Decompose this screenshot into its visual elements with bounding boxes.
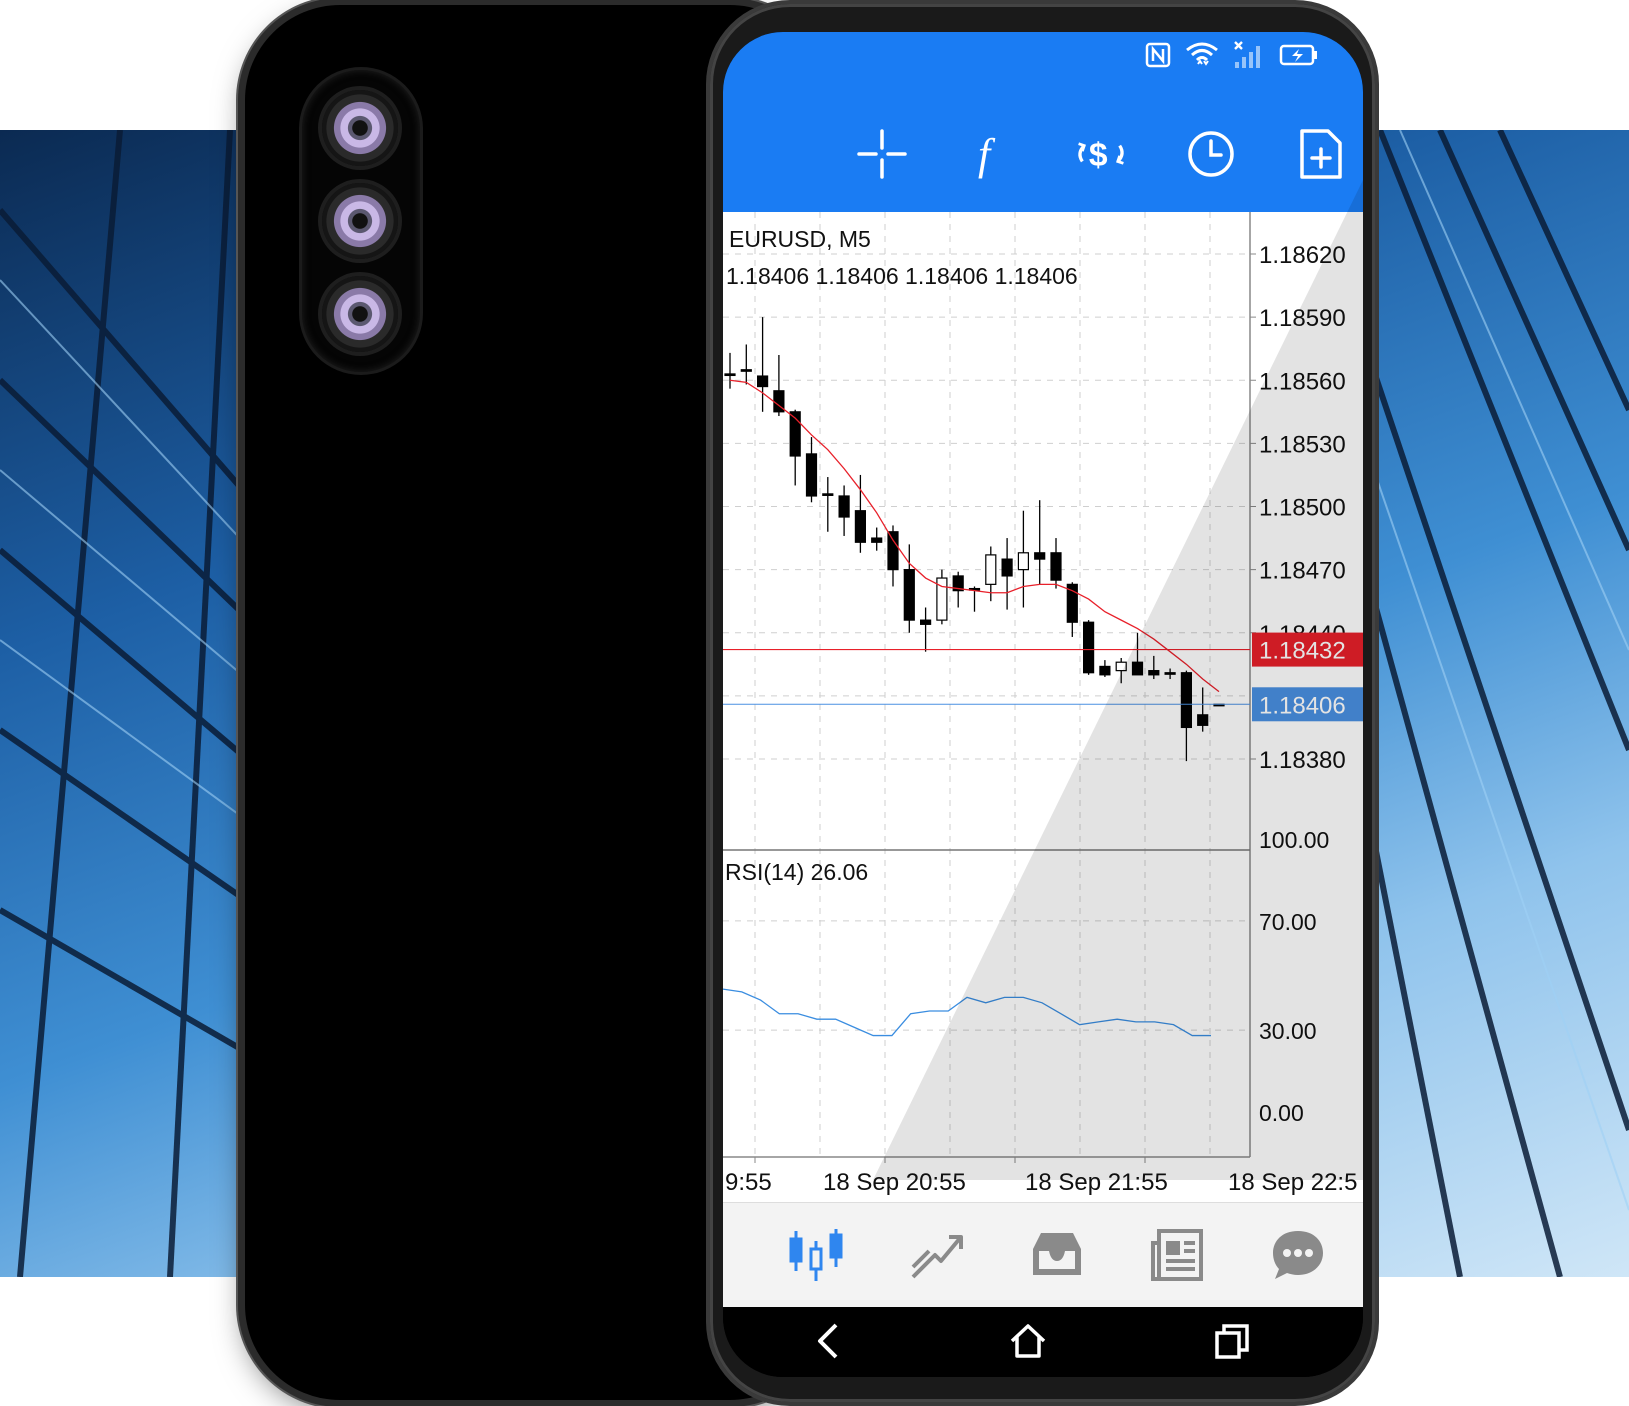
recents-button[interactable] (1210, 1319, 1254, 1363)
rsi-tick-label: 30.00 (1259, 1018, 1317, 1044)
price-tick-label: 1.18470 (1259, 558, 1346, 585)
nav-history[interactable] (1027, 1225, 1087, 1285)
candle-body (740, 369, 752, 372)
candle-body (724, 373, 736, 377)
price-tick-label: 1.18620 (1259, 242, 1346, 269)
trade-chart-icon (911, 1235, 963, 1279)
system-navigation (723, 1307, 1363, 1377)
ohlc-label: 1.18406 1.18406 1.18406 1.18406 (726, 263, 1078, 289)
candle-body (1148, 670, 1160, 676)
indicators-button[interactable]: f (963, 126, 1019, 182)
rsi-line (723, 988, 1211, 1037)
chart-area[interactable]: 1.18620 1.18590 1.18560 1.18530 1.18500 1.184… (723, 212, 1363, 1202)
crosshair-icon (857, 129, 907, 179)
price-tick-label: 1.18530 (1259, 431, 1346, 458)
chart-symbol-label: EURUSD, M5 (729, 226, 871, 252)
nav-news[interactable] (1147, 1225, 1207, 1285)
price-chart[interactable]: 1.18620 1.18590 1.18560 1.18530 1.18500 1.184… (723, 212, 1363, 1202)
trade-icon: $ (1078, 137, 1124, 174)
wifi-icon (1186, 42, 1218, 66)
candle-body (1099, 665, 1111, 676)
messages-icon (1273, 1231, 1323, 1279)
price-tick-label: 1.18380 (1259, 747, 1346, 774)
camera-lens-icon (322, 276, 398, 352)
time-tick-label: 18 Sep 22:5 (1228, 1169, 1357, 1196)
price-tick-label: 1.18500 (1259, 495, 1346, 522)
rsi-label: RSI(14) 26.06 (725, 859, 868, 885)
candle-body (1001, 558, 1013, 577)
candle-body (1017, 552, 1029, 571)
candle-body (838, 495, 850, 518)
timeframe-button[interactable] (1183, 126, 1239, 182)
trade-button[interactable]: $ (1073, 126, 1129, 182)
bid-badge-label: 1.18406 (1259, 692, 1346, 719)
candle-body (805, 453, 818, 497)
rsi-tick-label: 0.00 (1259, 1100, 1304, 1126)
time-tick-label: 18 Sep 20:55 (823, 1169, 966, 1196)
time-tick-label: 18 Sep 21:55 (1025, 1169, 1168, 1196)
candle-body (1034, 552, 1046, 560)
candle-body (1115, 661, 1127, 672)
recents-icon (1215, 1324, 1249, 1359)
indicators-icon: f (978, 130, 996, 179)
candle-body (936, 577, 948, 621)
timeframe-icon (1188, 131, 1234, 177)
candle-body (887, 531, 899, 571)
camera-lens-icon (322, 90, 398, 166)
time-tick-label: 9:55 (725, 1169, 772, 1196)
price-tick-label: 1.18590 (1259, 305, 1346, 332)
bid-badge (1252, 687, 1363, 722)
quotes-chart-icon (789, 1229, 843, 1281)
candle-body (789, 411, 801, 457)
candle-body (920, 619, 932, 625)
home-button[interactable] (1006, 1319, 1050, 1363)
battery-icon (1279, 44, 1317, 66)
crosshair-button[interactable] (854, 126, 910, 182)
candle-body (756, 375, 769, 388)
candle-body (1197, 714, 1209, 726)
history-icon (1033, 1233, 1081, 1275)
nav-trade[interactable] (907, 1225, 967, 1285)
price-tick-label: 1.18560 (1259, 368, 1346, 395)
news-icon (1151, 1229, 1203, 1281)
candle-body (985, 554, 997, 585)
back-icon (818, 1323, 838, 1359)
svg-text:$: $ (1089, 137, 1108, 174)
add-chart-button[interactable] (1293, 126, 1349, 182)
candle-body (1083, 621, 1095, 674)
background-building-lines (0, 130, 1629, 1277)
ask-badge (1252, 632, 1363, 667)
candle-body (1164, 672, 1176, 675)
candle-body (822, 493, 834, 496)
camera-lens-icon (322, 183, 398, 259)
candle-body (903, 569, 915, 621)
add-chart-icon (1300, 129, 1342, 179)
nav-quotes-chart[interactable] (786, 1225, 846, 1285)
rsi-tick-label: 70.00 (1259, 909, 1317, 935)
candle-body (1050, 552, 1062, 581)
candle-body (1066, 583, 1078, 623)
back-button[interactable] (805, 1319, 849, 1363)
camera-module (302, 70, 420, 372)
nfc-icon (1145, 42, 1171, 68)
candle-body (1180, 672, 1192, 729)
candle-body (952, 575, 964, 592)
status-bar (723, 32, 1363, 84)
bottom-navigation (723, 1202, 1363, 1308)
signal-icon (1234, 41, 1260, 68)
rsi-tick-label: 100.00 (1259, 827, 1329, 853)
candle-body (1131, 661, 1144, 676)
ask-badge-label: 1.18432 (1259, 638, 1346, 665)
home-icon (1010, 1324, 1046, 1358)
moving-average-line (729, 379, 1220, 693)
candle-body (871, 537, 883, 543)
phone-screen: f $ (723, 32, 1363, 1377)
nav-messages[interactable] (1268, 1225, 1328, 1285)
candle-body (854, 510, 866, 543)
svg-text:f: f (978, 130, 996, 179)
chart-toolbar: f $ (723, 84, 1363, 212)
